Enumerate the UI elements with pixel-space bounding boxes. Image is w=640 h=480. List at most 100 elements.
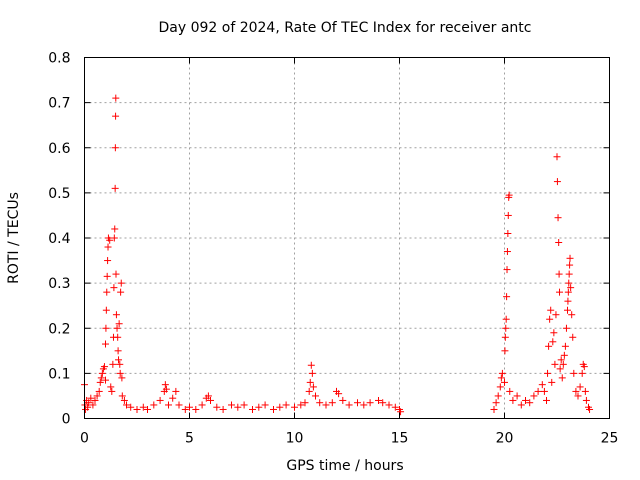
data-point [345,401,353,409]
data-point [89,401,97,409]
data-point [97,374,105,382]
data-point [574,392,582,400]
data-point [104,257,112,265]
data-point [503,248,511,256]
data-point [503,266,511,274]
data-point [118,392,126,400]
data-point [546,315,554,323]
data-point [102,324,110,332]
data-point [504,211,512,219]
ticks-layer: 0 5 10 15 20 25 0 0.1 0.2 0.3 0.4 0.5 0.6 0.7 0.8 [48,51,618,447]
data-point [490,405,498,413]
data-point [111,225,119,233]
y-tick-label: 0.8 [48,51,70,67]
data-point [162,385,170,393]
data-point [497,374,505,382]
data-point [385,401,393,409]
data-point [87,394,95,402]
data-point [501,378,508,386]
data-point [498,369,506,377]
x-tick-label: 20 [496,431,514,447]
data-point [198,401,206,409]
data-point [570,369,578,377]
data-point [161,381,169,389]
data-point [297,401,305,409]
data-point [144,405,151,413]
data-point [564,297,572,305]
data-point [582,396,590,404]
data-point [113,324,121,332]
data-point [550,329,558,337]
y-tick-label: 0.7 [48,96,70,112]
x-tick-label: 25 [601,431,619,447]
data-point [509,396,517,404]
data-point [192,405,200,413]
data-point [312,392,319,400]
data-point [276,403,284,411]
data-point [572,387,580,395]
data-point [255,403,263,411]
data-point [526,399,534,407]
data-point [123,401,130,409]
data-point [530,392,538,400]
data-point [110,234,118,242]
data-point [578,369,586,377]
data-point [538,381,546,389]
data-point [181,405,189,413]
data-point [103,288,111,296]
data-point [501,347,509,355]
data-point [116,369,124,377]
data-point [553,178,561,186]
data-point [561,342,569,350]
data-point [551,360,559,368]
data-point [564,306,571,314]
chart-title: Day 092 of 2024, Rate Of TEC Index for r… [158,20,531,36]
data-point [494,392,502,400]
data-point [522,396,529,404]
data-point [391,403,399,411]
data-point [234,403,242,411]
data-point [133,405,141,413]
data-point [502,324,510,332]
data-point [156,396,164,404]
data-point [534,387,542,395]
data-point [118,374,126,382]
data-point [501,333,509,341]
data-point [103,272,111,280]
data-point [127,403,135,411]
data-point [102,376,109,384]
data-point [366,399,374,407]
data-point [305,387,313,395]
data-point [204,392,212,400]
data-point [547,306,555,314]
data-point [111,144,119,152]
data-point [102,306,110,314]
data-point [375,396,382,404]
y-tick-label: 0.6 [48,141,70,157]
data-point [316,399,324,407]
data-point [565,270,573,278]
data-point [309,383,317,391]
x-tick-label: 0 [80,431,89,447]
data-point [115,356,123,364]
data-point [301,399,309,407]
data-point [559,360,567,368]
data-point [566,254,574,262]
data-point [581,387,589,395]
data-point [307,361,315,369]
data-point [564,288,572,296]
data-point [102,340,109,348]
data-point [322,401,330,409]
data-point [553,153,561,161]
data-point [555,239,563,247]
data-point [96,378,104,386]
y-tick-label: 0.4 [48,231,70,247]
data-point [580,363,588,371]
data-point [558,374,566,382]
x-tick-label: 5 [185,431,194,447]
data-point [120,396,128,404]
x-tick-label: 15 [391,431,409,447]
data-point [270,405,277,413]
data-point [560,351,568,359]
data-point [506,387,514,395]
